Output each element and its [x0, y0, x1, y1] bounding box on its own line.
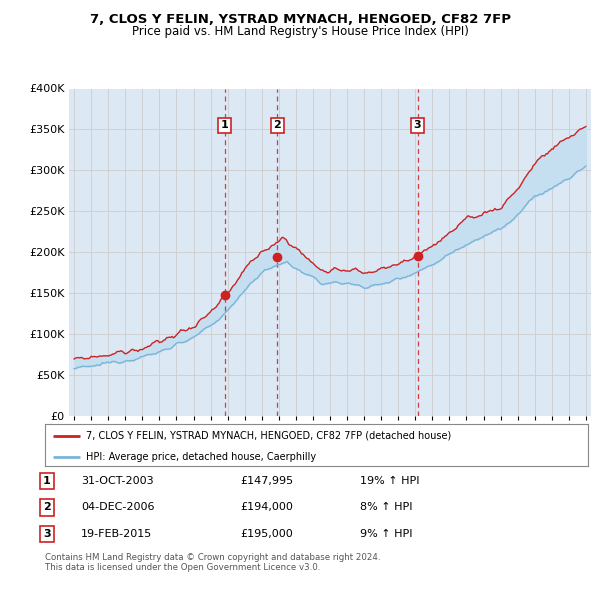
Text: 7, CLOS Y FELIN, YSTRAD MYNACH, HENGOED, CF82 7FP (detached house): 7, CLOS Y FELIN, YSTRAD MYNACH, HENGOED,…: [86, 431, 451, 441]
Text: 3: 3: [43, 529, 50, 539]
Text: HPI: Average price, detached house, Caerphilly: HPI: Average price, detached house, Caer…: [86, 452, 316, 462]
Text: £195,000: £195,000: [240, 529, 293, 539]
Text: £194,000: £194,000: [240, 503, 293, 512]
Text: 04-DEC-2006: 04-DEC-2006: [81, 503, 155, 512]
Text: 8% ↑ HPI: 8% ↑ HPI: [360, 503, 413, 512]
Text: 19-FEB-2015: 19-FEB-2015: [81, 529, 152, 539]
Text: 31-OCT-2003: 31-OCT-2003: [81, 476, 154, 486]
Text: 9% ↑ HPI: 9% ↑ HPI: [360, 529, 413, 539]
Text: 1: 1: [43, 476, 50, 486]
Text: 19% ↑ HPI: 19% ↑ HPI: [360, 476, 419, 486]
Text: 7, CLOS Y FELIN, YSTRAD MYNACH, HENGOED, CF82 7FP: 7, CLOS Y FELIN, YSTRAD MYNACH, HENGOED,…: [89, 13, 511, 26]
Text: Contains HM Land Registry data © Crown copyright and database right 2024.: Contains HM Land Registry data © Crown c…: [45, 553, 380, 562]
Text: 2: 2: [274, 120, 281, 130]
Text: This data is licensed under the Open Government Licence v3.0.: This data is licensed under the Open Gov…: [45, 563, 320, 572]
Text: 3: 3: [413, 120, 421, 130]
Text: Price paid vs. HM Land Registry's House Price Index (HPI): Price paid vs. HM Land Registry's House …: [131, 25, 469, 38]
Text: 1: 1: [221, 120, 229, 130]
Text: 2: 2: [43, 503, 50, 512]
Text: £147,995: £147,995: [240, 476, 293, 486]
